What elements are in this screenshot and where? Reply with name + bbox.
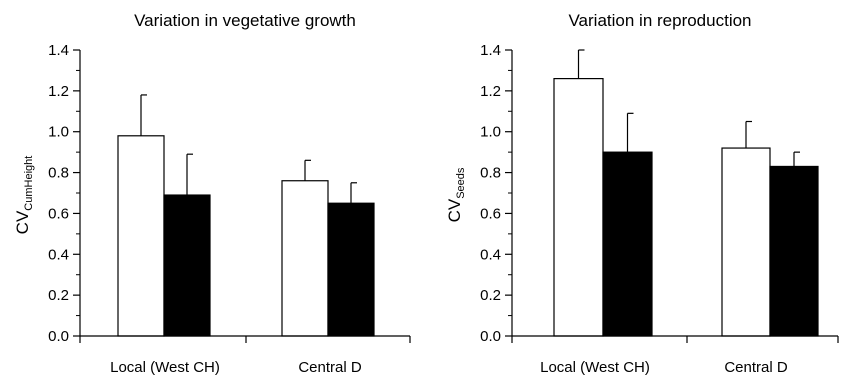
y-tick-label: 0.0 [480, 328, 501, 345]
y-tick-label: 0.8 [48, 165, 69, 182]
y-tick-label: 1.0 [480, 124, 501, 141]
y-axis-label: CVCumHeight [13, 156, 35, 235]
bar [721, 147, 771, 337]
y-tick-label: 1.0 [48, 124, 69, 141]
bar [281, 180, 329, 337]
x-tick-label: Central D [724, 359, 788, 376]
y-tick-label: 0.2 [480, 287, 501, 304]
y-tick-label: 1.4 [48, 42, 69, 59]
x-tick-label: Local (West CH) [540, 359, 650, 376]
chart-right: Variation in reproduction CVSeeds 0.0 0.2… [445, 11, 839, 376]
y-axis-label-sub: CumHeight [23, 156, 35, 211]
y-axis-label-main: CV [445, 198, 464, 222]
y-axis-label-main: CV [13, 210, 32, 234]
y-tick-label: 1.2 [480, 83, 501, 100]
y-axis-label-sub: Seeds [455, 167, 467, 199]
y-tick-label: 0.4 [48, 246, 69, 263]
bar [769, 165, 819, 337]
y-tick-label: 0.2 [48, 287, 69, 304]
y-tick-label: 1.4 [480, 42, 501, 59]
y-tick-label: 0.4 [480, 246, 501, 263]
y-tick-label: 0.6 [480, 205, 501, 222]
chart-title: Variation in vegetative growth [134, 11, 356, 30]
bar [553, 77, 604, 337]
bar [602, 151, 653, 337]
bar [327, 202, 375, 337]
chart-left: Variation in vegetative growth CVCumHeig… [13, 11, 411, 376]
bar [117, 135, 165, 337]
chart-title: Variation in reproduction [568, 11, 751, 30]
y-tick-label: 0.8 [480, 165, 501, 182]
x-tick-label: Central D [298, 359, 362, 376]
y-tick-label: 0.0 [48, 328, 69, 345]
y-tick-label: 0.6 [48, 205, 69, 222]
x-tick-label: Local (West CH) [110, 359, 220, 376]
y-tick-label: 1.2 [48, 83, 69, 100]
y-axis-label: CVSeeds [445, 167, 467, 222]
bar [163, 194, 211, 337]
